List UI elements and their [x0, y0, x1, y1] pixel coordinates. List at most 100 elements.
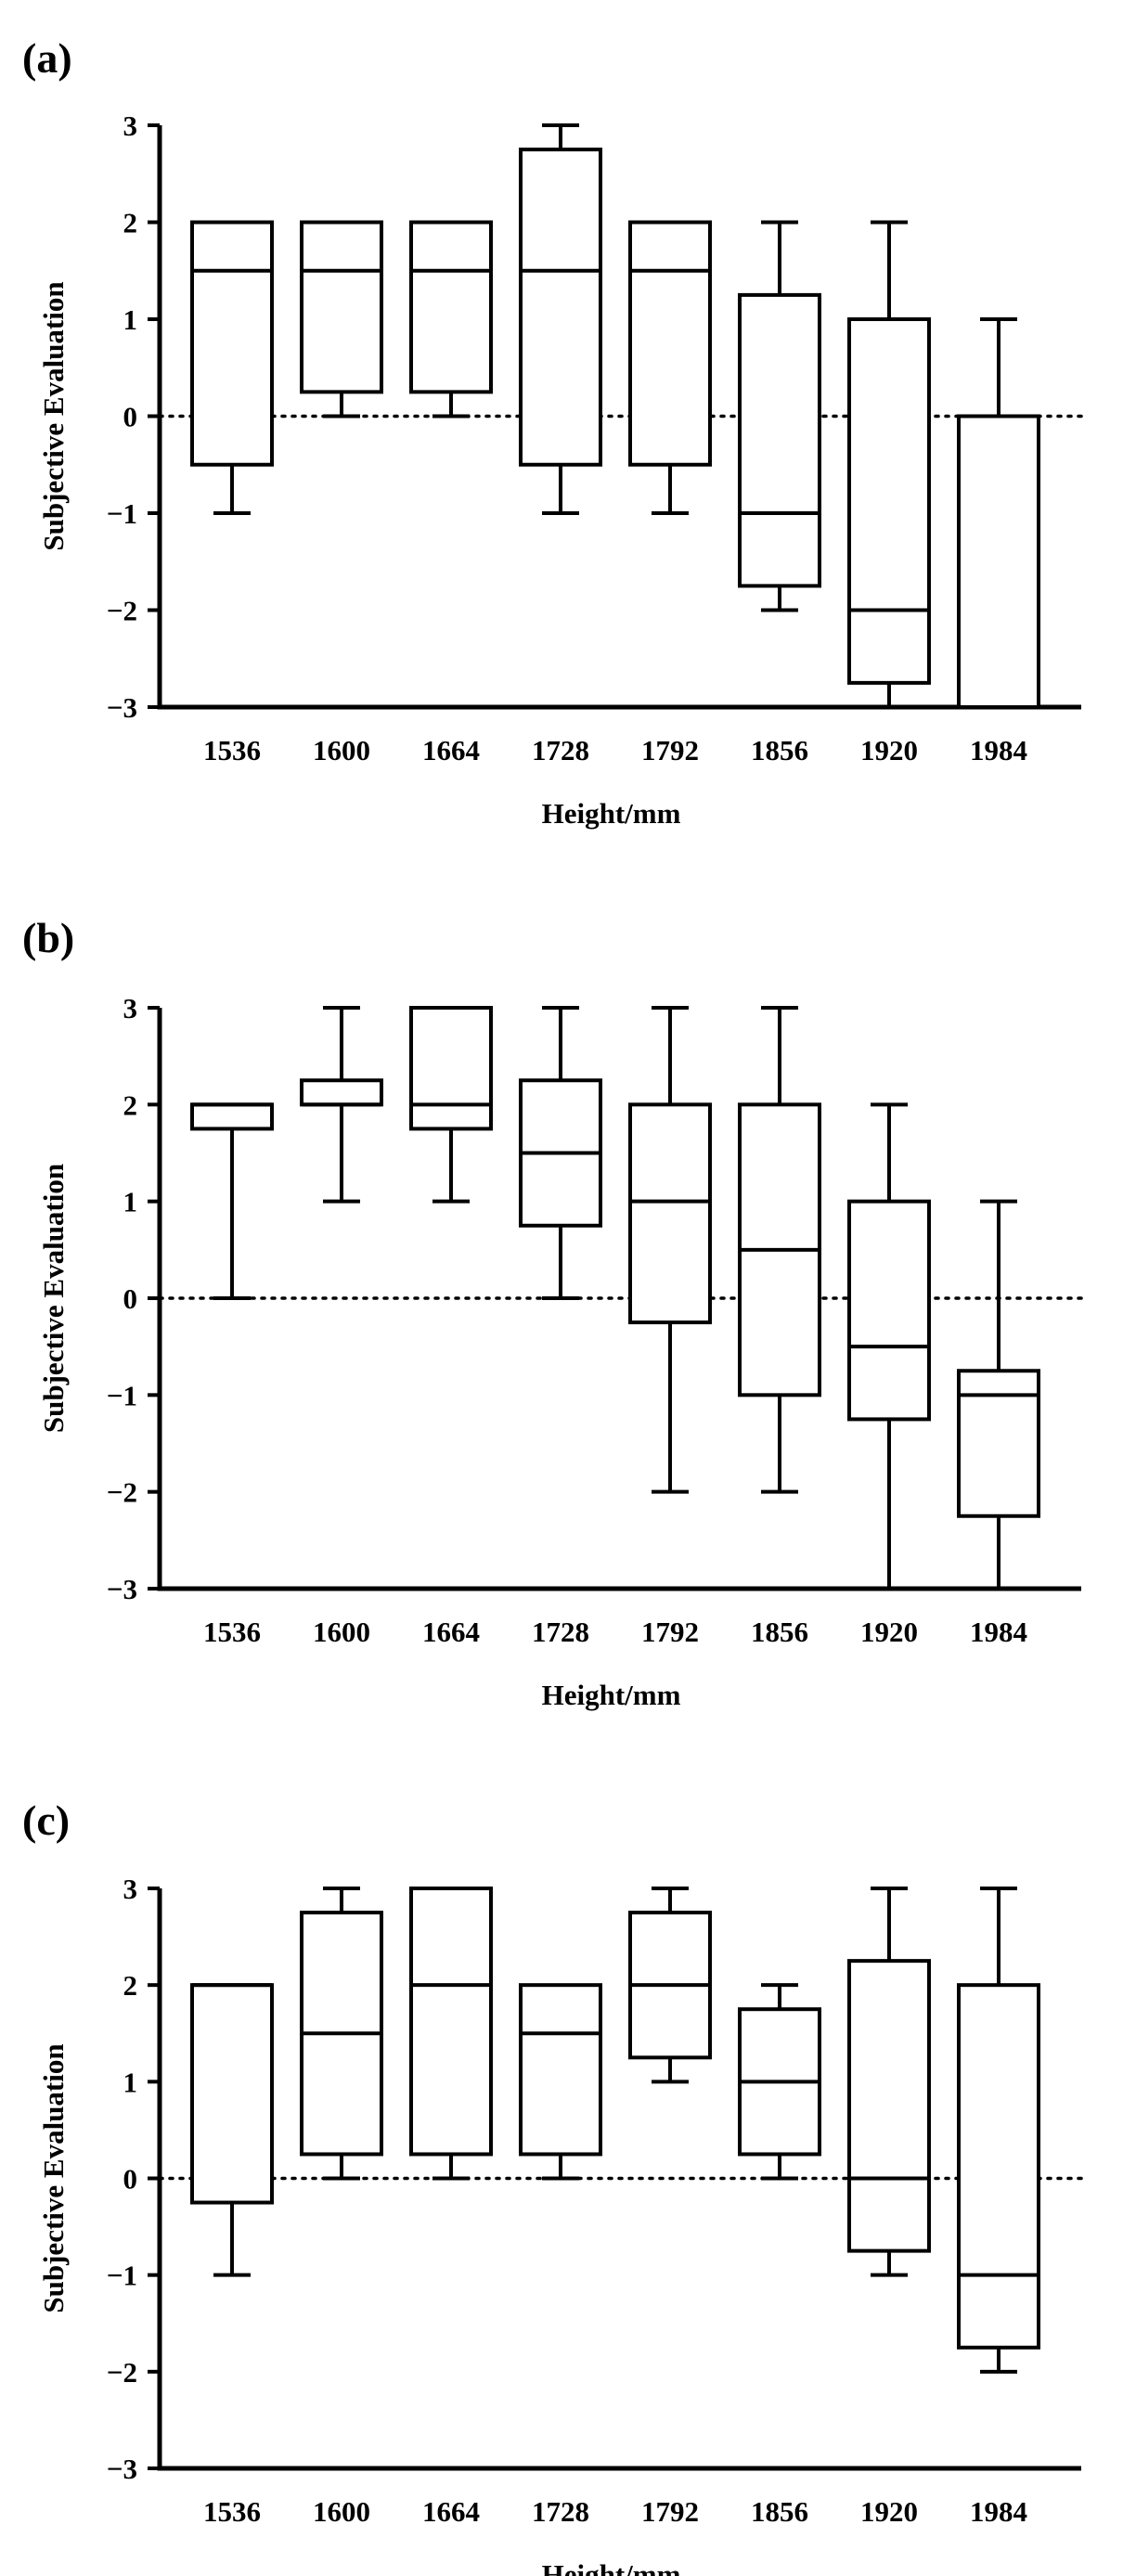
- y-axis-title: Subjective Evaluation: [37, 1164, 70, 1433]
- x-tick-label: 1600: [313, 734, 370, 766]
- y-tick-label: 3: [123, 992, 138, 1024]
- iqr-box: [190, 1983, 274, 2205]
- x-tick-label: 1536: [203, 734, 261, 766]
- panel-label: (b): [22, 914, 74, 961]
- iqr-box: [519, 1983, 602, 2157]
- box-1536: [190, 1983, 274, 2277]
- box-1664: [409, 1887, 493, 2181]
- iqr-box: [847, 317, 931, 685]
- iqr-box: [957, 1369, 1040, 1518]
- box-1984: [957, 1199, 1040, 1591]
- iqr-box: [957, 1983, 1040, 2350]
- chart-panel-3: (c) 3 2 1 0 −1 −2 −3 Subjective Evaluation 1536 16…: [22, 1797, 1083, 2576]
- x-tick-label: 1792: [641, 2495, 699, 2528]
- iqr-box: [190, 1102, 274, 1131]
- box-1984: [957, 1887, 1040, 2374]
- panel-label: (a): [22, 34, 72, 82]
- y-tick-label: −1: [107, 1379, 137, 1411]
- y-tick-label: −3: [107, 2453, 137, 2485]
- iqr-box: [409, 220, 493, 394]
- y-tick-label: −1: [107, 2260, 137, 2292]
- iqr-box: [628, 1102, 712, 1325]
- x-tick-label: 1536: [203, 1616, 261, 1648]
- x-tick-label: 1920: [860, 1616, 918, 1648]
- iqr-box: [409, 1006, 493, 1131]
- y-tick-label: 1: [123, 1186, 138, 1218]
- box-1856: [738, 220, 821, 612]
- x-tick-label: 1984: [970, 2495, 1027, 2528]
- x-tick-label: 1792: [641, 734, 699, 766]
- iqr-box: [519, 148, 602, 467]
- box-1664: [409, 220, 493, 419]
- x-tick-label: 1856: [751, 2495, 808, 2528]
- x-tick-label: 1920: [860, 2495, 918, 2528]
- y-axis-title: Subjective Evaluation: [37, 2043, 70, 2312]
- chart-panel-1: (a) 3 2 1 0 −1 −2 −3 Subjective Evaluation 1536 16…: [22, 34, 1083, 830]
- box-1920: [847, 1887, 931, 2277]
- iqr-box: [409, 1887, 493, 2157]
- y-tick-label: −1: [107, 497, 137, 530]
- y-tick-label: 0: [123, 401, 138, 433]
- x-tick-label: 1536: [203, 2495, 261, 2528]
- panel-label: (c): [22, 1797, 70, 1844]
- x-tick-label: 1664: [422, 734, 480, 766]
- y-tick-label: 1: [123, 303, 138, 336]
- y-tick-label: −2: [107, 1476, 137, 1509]
- box-1984: [957, 317, 1040, 709]
- x-tick-label: 1600: [313, 2495, 370, 2528]
- iqr-box: [300, 220, 383, 394]
- box-1600: [300, 220, 383, 419]
- box-1728: [519, 123, 602, 515]
- y-tick-label: 0: [123, 2163, 138, 2196]
- x-tick-label: 1664: [422, 1616, 480, 1648]
- iqr-box: [738, 292, 821, 588]
- y-tick-label: 2: [123, 207, 138, 239]
- x-tick-label: 1728: [532, 1616, 589, 1648]
- box-1920: [847, 1102, 931, 1591]
- y-tick-label: 2: [123, 1088, 138, 1121]
- x-tick-label: 1664: [422, 2495, 480, 2528]
- box-1856: [738, 1006, 821, 1494]
- y-tick-label: 1: [123, 2066, 138, 2098]
- box-1536: [190, 1102, 274, 1300]
- x-tick-label: 1728: [532, 734, 589, 766]
- iqr-box: [628, 220, 712, 467]
- box-1536: [190, 220, 274, 515]
- box-1664: [409, 1006, 493, 1204]
- y-axis-title: Subjective Evaluation: [37, 281, 70, 550]
- iqr-box: [190, 220, 274, 467]
- box-1920: [847, 220, 931, 709]
- iqr-box: [847, 1199, 931, 1422]
- y-tick-label: −3: [107, 1573, 137, 1605]
- x-tick-label: 1856: [751, 734, 808, 766]
- y-tick-label: 2: [123, 1969, 138, 2002]
- x-tick-label: 1600: [313, 1616, 370, 1648]
- iqr-box: [300, 1078, 383, 1107]
- x-axis-title: Height/mm: [542, 2558, 681, 2576]
- box-1856: [738, 1983, 821, 2181]
- x-tick-label: 1728: [532, 2495, 589, 2528]
- iqr-box: [957, 414, 1040, 709]
- x-tick-label: 1920: [860, 734, 918, 766]
- y-tick-label: 0: [123, 1282, 138, 1315]
- y-tick-label: 3: [123, 1873, 138, 1905]
- box-1728: [519, 1006, 602, 1300]
- box-1728: [519, 1983, 602, 2181]
- y-tick-label: −3: [107, 691, 137, 724]
- box-1600: [300, 1887, 383, 2181]
- iqr-box: [847, 1959, 931, 2253]
- x-tick-label: 1984: [970, 1616, 1027, 1648]
- chart-panel-2: (b) 3 2 1 0 −1 −2 −3 Subjective Evaluation 1536 16…: [22, 914, 1083, 1711]
- y-tick-label: −2: [107, 595, 137, 627]
- box-1792: [628, 1006, 712, 1494]
- y-tick-label: −2: [107, 2356, 137, 2389]
- box-1792: [628, 220, 712, 515]
- x-axis-title: Height/mm: [542, 797, 681, 830]
- x-tick-label: 1792: [641, 1616, 699, 1648]
- box-1600: [300, 1006, 383, 1204]
- box-1792: [628, 1887, 712, 2084]
- y-tick-label: 3: [123, 109, 138, 142]
- x-axis-title: Height/mm: [542, 1679, 681, 1711]
- x-tick-label: 1984: [970, 734, 1027, 766]
